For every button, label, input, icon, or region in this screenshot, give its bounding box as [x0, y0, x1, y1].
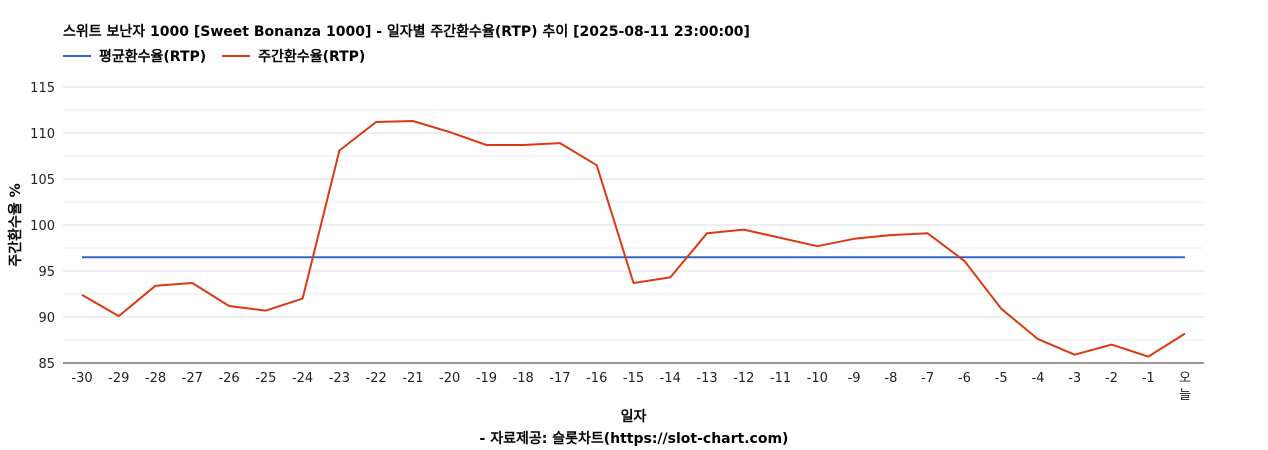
y-tick-label: 115: [30, 81, 55, 96]
x-tick-label: -23: [329, 371, 350, 386]
x-tick-label: -12: [733, 371, 754, 386]
x-tick-label: -2: [1105, 371, 1118, 386]
x-tick-label: -11: [770, 371, 791, 386]
y-tick-label: 90: [38, 311, 55, 326]
legend-label-weekly: 주간환수율(RTP): [258, 49, 366, 65]
x-tick-label: -7: [921, 371, 934, 386]
x-tick-label: -13: [696, 371, 717, 386]
y-tick-label: 110: [30, 127, 55, 142]
chart-title: 스위트 보난자 1000 [Sweet Bonanza 1000] - 일자별 …: [63, 24, 750, 40]
y-tick-label: 85: [38, 357, 55, 372]
x-tick-label: -17: [549, 371, 570, 386]
x-tick-label: -1: [1142, 371, 1155, 386]
x-tick-label: -27: [182, 371, 203, 386]
y-tick-label: 105: [30, 173, 55, 188]
x-tick-label: -30: [71, 371, 92, 386]
x-tick-label: -14: [660, 371, 681, 386]
legend-swatch-average: [63, 55, 91, 57]
x-tick-label: -3: [1068, 371, 1081, 386]
x-tick-label: -24: [292, 371, 313, 386]
x-tick-label: -6: [958, 371, 971, 386]
x-tick-label: -25: [255, 371, 276, 386]
y-tick-label: 100: [30, 219, 55, 234]
legend-item-average[interactable]: 평균환수율(RTP): [63, 46, 206, 66]
x-tick-label: -10: [807, 371, 828, 386]
y-tick-label: 95: [38, 265, 55, 280]
x-tick-label: -4: [1031, 371, 1044, 386]
x-tick-label: -26: [218, 371, 239, 386]
x-tick-label: -19: [476, 371, 497, 386]
x-tick-label: -20: [439, 371, 460, 386]
legend-item-weekly[interactable]: 주간환수율(RTP): [222, 46, 365, 66]
x-tick-label: -8: [884, 371, 897, 386]
x-tick-label: -29: [108, 371, 129, 386]
x-tick-label: -9: [848, 371, 861, 386]
y-axis-title: 주간환수율 %: [7, 183, 24, 266]
legend-label-average: 평균환수율(RTP): [99, 49, 207, 65]
weekly-rtp-line: [81, 120, 1186, 358]
x-tick-label: -28: [145, 371, 166, 386]
x-tick-label: -18: [513, 371, 534, 386]
x-tick-label: -15: [623, 371, 644, 386]
x-axis-title: 일자: [621, 409, 647, 425]
x-tick-label: -5: [995, 371, 1008, 386]
legend-swatch-weekly: [222, 55, 251, 57]
source-note: - 자료제공: 슬롯차트(https://slot-chart.com): [479, 431, 789, 447]
x-tick-label: -22: [366, 371, 387, 386]
x-tick-label: -21: [402, 371, 423, 386]
x-tick-label: -16: [586, 371, 607, 386]
legend: 평균환수율(RTP) 주간환수율(RTP): [63, 46, 381, 66]
